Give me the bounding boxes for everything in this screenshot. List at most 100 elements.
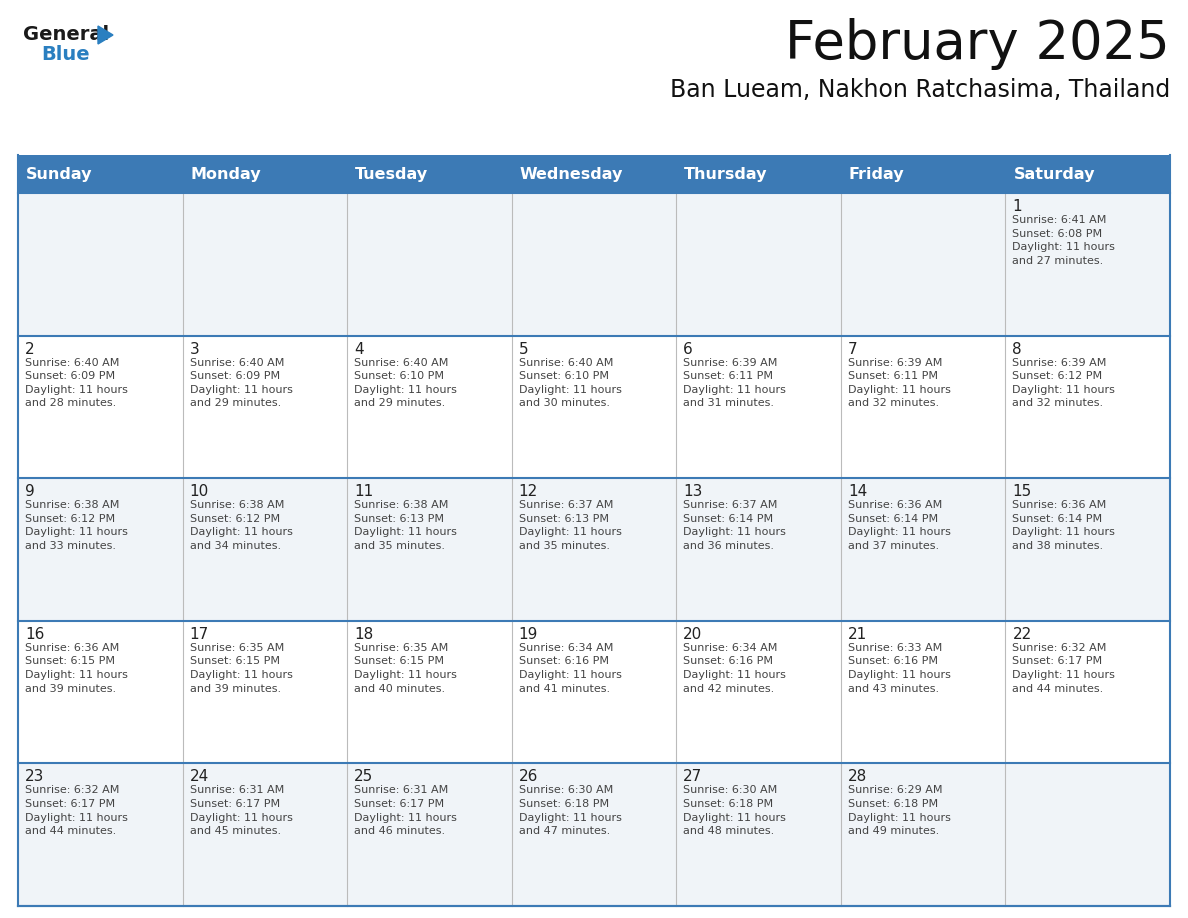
Bar	[512, 621, 676, 764]
Text: 27: 27	[683, 769, 702, 784]
Bar	[676, 336, 841, 478]
Bar	[841, 621, 1005, 764]
Text: 8: 8	[1012, 341, 1022, 356]
Text: 26: 26	[519, 769, 538, 784]
Bar	[512, 764, 676, 906]
Bar	[1005, 193, 1170, 336]
Text: 13: 13	[683, 484, 702, 499]
Text: Sunday: Sunday	[26, 166, 93, 182]
Text: Sunrise: 6:29 AM
Sunset: 6:18 PM
Daylight: 11 hours
and 49 minutes.: Sunrise: 6:29 AM Sunset: 6:18 PM Dayligh…	[848, 786, 950, 836]
Bar	[841, 478, 1005, 621]
Text: 21: 21	[848, 627, 867, 642]
Text: Sunrise: 6:41 AM
Sunset: 6:08 PM
Daylight: 11 hours
and 27 minutes.: Sunrise: 6:41 AM Sunset: 6:08 PM Dayligh…	[1012, 215, 1116, 266]
Text: Sunrise: 6:31 AM
Sunset: 6:17 PM
Daylight: 11 hours
and 46 minutes.: Sunrise: 6:31 AM Sunset: 6:17 PM Dayligh…	[354, 786, 457, 836]
Text: Monday: Monday	[190, 166, 261, 182]
Text: 2: 2	[25, 341, 34, 356]
Text: February 2025: February 2025	[785, 18, 1170, 70]
Bar	[676, 764, 841, 906]
Text: Saturday: Saturday	[1013, 166, 1095, 182]
Text: General: General	[23, 25, 109, 44]
Text: 11: 11	[354, 484, 373, 499]
Bar	[1005, 336, 1170, 478]
Text: Ban Lueam, Nakhon Ratchasima, Thailand: Ban Lueam, Nakhon Ratchasima, Thailand	[670, 78, 1170, 102]
Text: Sunrise: 6:39 AM
Sunset: 6:11 PM
Daylight: 11 hours
and 32 minutes.: Sunrise: 6:39 AM Sunset: 6:11 PM Dayligh…	[848, 358, 950, 409]
Bar	[347, 764, 512, 906]
Text: 17: 17	[190, 627, 209, 642]
Text: 18: 18	[354, 627, 373, 642]
Bar	[841, 193, 1005, 336]
Text: Sunrise: 6:38 AM
Sunset: 6:12 PM
Daylight: 11 hours
and 34 minutes.: Sunrise: 6:38 AM Sunset: 6:12 PM Dayligh…	[190, 500, 292, 551]
Text: Sunrise: 6:38 AM
Sunset: 6:12 PM
Daylight: 11 hours
and 33 minutes.: Sunrise: 6:38 AM Sunset: 6:12 PM Dayligh…	[25, 500, 128, 551]
Bar	[18, 764, 183, 906]
Text: 14: 14	[848, 484, 867, 499]
Text: Thursday: Thursday	[684, 166, 767, 182]
Text: 22: 22	[1012, 627, 1031, 642]
Text: 19: 19	[519, 627, 538, 642]
Bar	[183, 193, 347, 336]
Text: Sunrise: 6:36 AM
Sunset: 6:14 PM
Daylight: 11 hours
and 38 minutes.: Sunrise: 6:36 AM Sunset: 6:14 PM Dayligh…	[1012, 500, 1116, 551]
Text: Blue: Blue	[42, 45, 89, 64]
Text: Sunrise: 6:31 AM
Sunset: 6:17 PM
Daylight: 11 hours
and 45 minutes.: Sunrise: 6:31 AM Sunset: 6:17 PM Dayligh…	[190, 786, 292, 836]
Text: Friday: Friday	[849, 166, 904, 182]
Text: Sunrise: 6:40 AM
Sunset: 6:09 PM
Daylight: 11 hours
and 29 minutes.: Sunrise: 6:40 AM Sunset: 6:09 PM Dayligh…	[190, 358, 292, 409]
Text: 7: 7	[848, 341, 858, 356]
Polygon shape	[97, 26, 113, 44]
Bar	[347, 336, 512, 478]
Text: Sunrise: 6:35 AM
Sunset: 6:15 PM
Daylight: 11 hours
and 39 minutes.: Sunrise: 6:35 AM Sunset: 6:15 PM Dayligh…	[190, 643, 292, 694]
Bar	[512, 336, 676, 478]
Text: Sunrise: 6:32 AM
Sunset: 6:17 PM
Daylight: 11 hours
and 44 minutes.: Sunrise: 6:32 AM Sunset: 6:17 PM Dayligh…	[25, 786, 128, 836]
Text: Sunrise: 6:30 AM
Sunset: 6:18 PM
Daylight: 11 hours
and 47 minutes.: Sunrise: 6:30 AM Sunset: 6:18 PM Dayligh…	[519, 786, 621, 836]
Bar	[1005, 478, 1170, 621]
Bar	[18, 478, 183, 621]
Text: 9: 9	[25, 484, 34, 499]
Text: Sunrise: 6:37 AM
Sunset: 6:14 PM
Daylight: 11 hours
and 36 minutes.: Sunrise: 6:37 AM Sunset: 6:14 PM Dayligh…	[683, 500, 786, 551]
Bar	[18, 155, 1170, 193]
Text: Sunrise: 6:40 AM
Sunset: 6:10 PM
Daylight: 11 hours
and 30 minutes.: Sunrise: 6:40 AM Sunset: 6:10 PM Dayligh…	[519, 358, 621, 409]
Text: Sunrise: 6:39 AM
Sunset: 6:11 PM
Daylight: 11 hours
and 31 minutes.: Sunrise: 6:39 AM Sunset: 6:11 PM Dayligh…	[683, 358, 786, 409]
Text: Sunrise: 6:34 AM
Sunset: 6:16 PM
Daylight: 11 hours
and 42 minutes.: Sunrise: 6:34 AM Sunset: 6:16 PM Dayligh…	[683, 643, 786, 694]
Text: Sunrise: 6:32 AM
Sunset: 6:17 PM
Daylight: 11 hours
and 44 minutes.: Sunrise: 6:32 AM Sunset: 6:17 PM Dayligh…	[1012, 643, 1116, 694]
Text: 16: 16	[25, 627, 44, 642]
Text: Sunrise: 6:33 AM
Sunset: 6:16 PM
Daylight: 11 hours
and 43 minutes.: Sunrise: 6:33 AM Sunset: 6:16 PM Dayligh…	[848, 643, 950, 694]
Bar	[18, 336, 183, 478]
Bar	[676, 193, 841, 336]
Bar	[676, 621, 841, 764]
Text: Sunrise: 6:38 AM
Sunset: 6:13 PM
Daylight: 11 hours
and 35 minutes.: Sunrise: 6:38 AM Sunset: 6:13 PM Dayligh…	[354, 500, 457, 551]
Text: Sunrise: 6:36 AM
Sunset: 6:15 PM
Daylight: 11 hours
and 39 minutes.: Sunrise: 6:36 AM Sunset: 6:15 PM Dayligh…	[25, 643, 128, 694]
Bar	[183, 478, 347, 621]
Text: 3: 3	[190, 341, 200, 356]
Bar	[18, 621, 183, 764]
Text: Sunrise: 6:34 AM
Sunset: 6:16 PM
Daylight: 11 hours
and 41 minutes.: Sunrise: 6:34 AM Sunset: 6:16 PM Dayligh…	[519, 643, 621, 694]
Bar	[1005, 621, 1170, 764]
Text: 5: 5	[519, 341, 529, 356]
Bar	[512, 478, 676, 621]
Text: 10: 10	[190, 484, 209, 499]
Bar	[347, 193, 512, 336]
Bar	[841, 336, 1005, 478]
Bar	[347, 478, 512, 621]
Bar	[183, 336, 347, 478]
Text: 24: 24	[190, 769, 209, 784]
Bar	[676, 478, 841, 621]
Text: 4: 4	[354, 341, 364, 356]
Bar	[1005, 764, 1170, 906]
Text: Sunrise: 6:36 AM
Sunset: 6:14 PM
Daylight: 11 hours
and 37 minutes.: Sunrise: 6:36 AM Sunset: 6:14 PM Dayligh…	[848, 500, 950, 551]
Text: 6: 6	[683, 341, 693, 356]
Text: 1: 1	[1012, 199, 1022, 214]
Text: 23: 23	[25, 769, 44, 784]
Bar	[841, 764, 1005, 906]
Text: Sunrise: 6:30 AM
Sunset: 6:18 PM
Daylight: 11 hours
and 48 minutes.: Sunrise: 6:30 AM Sunset: 6:18 PM Dayligh…	[683, 786, 786, 836]
Bar	[183, 764, 347, 906]
Bar	[347, 621, 512, 764]
Text: Tuesday: Tuesday	[355, 166, 428, 182]
Text: 28: 28	[848, 769, 867, 784]
Bar	[18, 193, 183, 336]
Text: 20: 20	[683, 627, 702, 642]
Text: Sunrise: 6:40 AM
Sunset: 6:09 PM
Daylight: 11 hours
and 28 minutes.: Sunrise: 6:40 AM Sunset: 6:09 PM Dayligh…	[25, 358, 128, 409]
Text: 25: 25	[354, 769, 373, 784]
Bar	[512, 193, 676, 336]
Text: Sunrise: 6:35 AM
Sunset: 6:15 PM
Daylight: 11 hours
and 40 minutes.: Sunrise: 6:35 AM Sunset: 6:15 PM Dayligh…	[354, 643, 457, 694]
Text: Sunrise: 6:39 AM
Sunset: 6:12 PM
Daylight: 11 hours
and 32 minutes.: Sunrise: 6:39 AM Sunset: 6:12 PM Dayligh…	[1012, 358, 1116, 409]
Text: 15: 15	[1012, 484, 1031, 499]
Text: Sunrise: 6:40 AM
Sunset: 6:10 PM
Daylight: 11 hours
and 29 minutes.: Sunrise: 6:40 AM Sunset: 6:10 PM Dayligh…	[354, 358, 457, 409]
